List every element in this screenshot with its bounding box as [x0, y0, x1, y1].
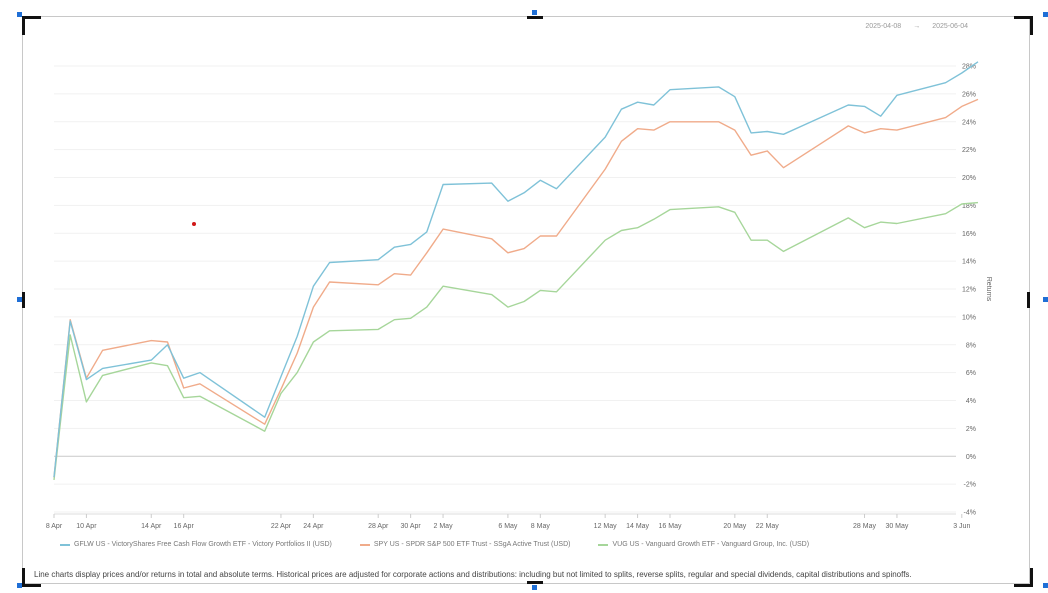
- x-tick-label: 8 Apr: [46, 523, 63, 530]
- x-tick-label: 28 Apr: [368, 523, 389, 530]
- crop-edge-top[interactable]: [527, 16, 543, 19]
- crop-edge-bottom[interactable]: [527, 581, 543, 584]
- legend-label-spy: SPY US - SPDR S&P 500 ETF Trust - SSgA A…: [373, 541, 571, 548]
- resize-handle-bottom[interactable]: [532, 585, 537, 590]
- legend-swatch-gflw: [60, 543, 70, 546]
- x-tick-label: 8 May: [531, 523, 551, 530]
- x-tick-label: 24 Apr: [303, 523, 324, 530]
- y-tick-label: 12%: [962, 287, 976, 294]
- resize-handle-right[interactable]: [1043, 297, 1048, 302]
- resize-handle-bottom-left[interactable]: [17, 583, 22, 588]
- x-tick-label: 10 Apr: [76, 523, 97, 530]
- y-tick-label: 20%: [962, 175, 976, 182]
- x-tick-label: 30 May: [885, 523, 908, 530]
- y-tick-label: 8%: [966, 342, 976, 349]
- y-tick-label: 14%: [962, 259, 976, 266]
- y-tick-label: 22%: [962, 147, 976, 154]
- x-tick-label: 12 May: [594, 523, 617, 530]
- x-tick-label: 3 Jun: [953, 523, 970, 530]
- series-line-spy: [53, 98, 979, 478]
- x-tick-label: 20 May: [723, 523, 746, 530]
- y-tick-label: 2%: [966, 426, 976, 433]
- series-line-gflw: [53, 61, 979, 478]
- y-tick-label: 10%: [962, 314, 976, 321]
- x-tick-label: 30 Apr: [401, 523, 422, 530]
- crop-corner-bottom-left[interactable]: [22, 568, 41, 587]
- legend-item-vug: VUG US - Vanguard Growth ETF - Vanguard …: [598, 541, 809, 548]
- x-tick-label: 14 Apr: [141, 523, 162, 530]
- legend-item-spy: SPY US - SPDR S&P 500 ETF Trust - SSgA A…: [359, 541, 571, 548]
- x-tick-label: 6 May: [498, 523, 518, 530]
- y-tick-label: 6%: [966, 370, 976, 377]
- date-range: 2025-04-08 → 2025-06-04: [859, 23, 974, 30]
- x-tick-label: 16 May: [659, 523, 682, 530]
- date-range-end: 2025-06-04: [932, 23, 968, 30]
- crop-corner-top-right[interactable]: [1014, 16, 1033, 35]
- crop-corner-bottom-right[interactable]: [1014, 568, 1033, 587]
- y-tick-label: 26%: [962, 91, 976, 98]
- resize-handle-left[interactable]: [17, 297, 22, 302]
- y-tick-label: -4%: [964, 510, 976, 517]
- x-tick-label: 14 May: [626, 523, 649, 530]
- x-tick-label: 22 Apr: [271, 523, 292, 530]
- x-tick-label: 16 Apr: [174, 523, 195, 530]
- y-tick-label: 28%: [962, 64, 976, 71]
- resize-handle-bottom-right[interactable]: [1043, 583, 1048, 588]
- legend-item-gflw: GFLW US - VictoryShares Free Cash Flow G…: [60, 541, 332, 548]
- x-tick-label: 28 May: [853, 523, 876, 530]
- y-tick-label: 18%: [962, 203, 976, 210]
- y-tick-label: 16%: [962, 231, 976, 238]
- chart-legend: GFLW US - VictoryShares Free Cash Flow G…: [60, 541, 809, 548]
- date-range-start: 2025-04-08: [865, 23, 902, 30]
- crop-edge-left[interactable]: [22, 292, 25, 308]
- resize-handle-top-left[interactable]: [17, 12, 22, 17]
- date-range-arrow: →: [913, 23, 921, 30]
- y-tick-label: 24%: [962, 119, 976, 126]
- y-tick-label: -2%: [964, 482, 976, 489]
- x-tick-label: 2 May: [434, 523, 454, 530]
- resize-handle-top-right[interactable]: [1043, 12, 1048, 17]
- legend-swatch-vug: [598, 543, 609, 546]
- cursor-marker: [192, 222, 196, 226]
- legend-label-gflw: GFLW US - VictoryShares Free Cash Flow G…: [74, 541, 332, 548]
- y-axis-title: Returns: [985, 277, 992, 302]
- y-tick-label: 0%: [966, 454, 976, 461]
- series-line-vug: [53, 201, 979, 480]
- x-tick-label: 22 May: [756, 523, 779, 530]
- resize-handle-top[interactable]: [532, 10, 537, 15]
- crop-corner-top-left[interactable]: [22, 16, 41, 35]
- y-tick-label: 4%: [966, 398, 976, 405]
- chart-footnote: Line charts display prices and/or return…: [34, 570, 912, 579]
- legend-label-vug: VUG US - Vanguard Growth ETF - Vanguard …: [612, 541, 810, 548]
- crop-edge-right[interactable]: [1027, 292, 1030, 308]
- legend-swatch-spy: [359, 543, 370, 546]
